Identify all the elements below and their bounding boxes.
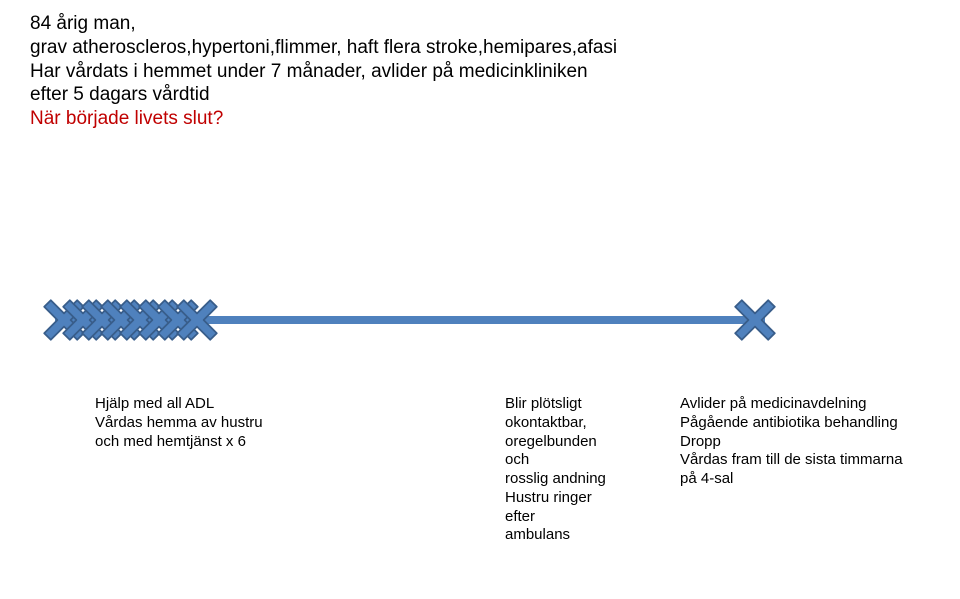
column-event: Blir plötsligt okontaktbar, oregelbunden… [505, 395, 670, 545]
header-line-1: 84 årig man, [30, 12, 630, 36]
col2-line: efter [505, 508, 670, 527]
col3-line: Dropp [680, 433, 940, 452]
header-line-4: efter 5 dagars vårdtid [30, 83, 630, 107]
header-line-2: grav atheroscleros,hypertoni,flimmer, ha… [30, 36, 630, 60]
col3-line: Vårdas fram till de sista timmarna [680, 451, 940, 470]
col3-line: Pågående antibiotika behandling [680, 414, 940, 433]
case-header: 84 årig man, grav atheroscleros,hyperton… [30, 12, 630, 131]
col2-line: ambulans [505, 526, 670, 545]
col3-line: Avlider på medicinavdelning [680, 395, 940, 414]
col1-line: Vårdas hemma av hustru [95, 414, 325, 433]
col2-line: Blir plötsligt [505, 395, 670, 414]
col2-line: Hustru ringer [505, 489, 670, 508]
col1-line: Hjälp med all ADL [95, 395, 325, 414]
column-adl: Hjälp med all ADL Vårdas hemma av hustru… [95, 395, 325, 451]
col1-line: och med hemtjänst x 6 [95, 433, 325, 452]
timeline-mark-icon [175, 298, 219, 342]
column-outcome: Avlider på medicinavdelning Pågående ant… [680, 395, 940, 489]
col2-line: okontaktbar, [505, 414, 670, 433]
col2-line: oregelbunden [505, 433, 670, 452]
timeline-mark-icon [733, 298, 777, 342]
header-line-3: Har vårdats i hemmet under 7 månader, av… [30, 60, 630, 84]
col2-line: och [505, 451, 670, 470]
timeline [55, 290, 765, 350]
header-question: När började livets slut? [30, 107, 630, 131]
col3-line: på 4-sal [680, 470, 940, 489]
col2-line: rosslig andning [505, 470, 670, 489]
